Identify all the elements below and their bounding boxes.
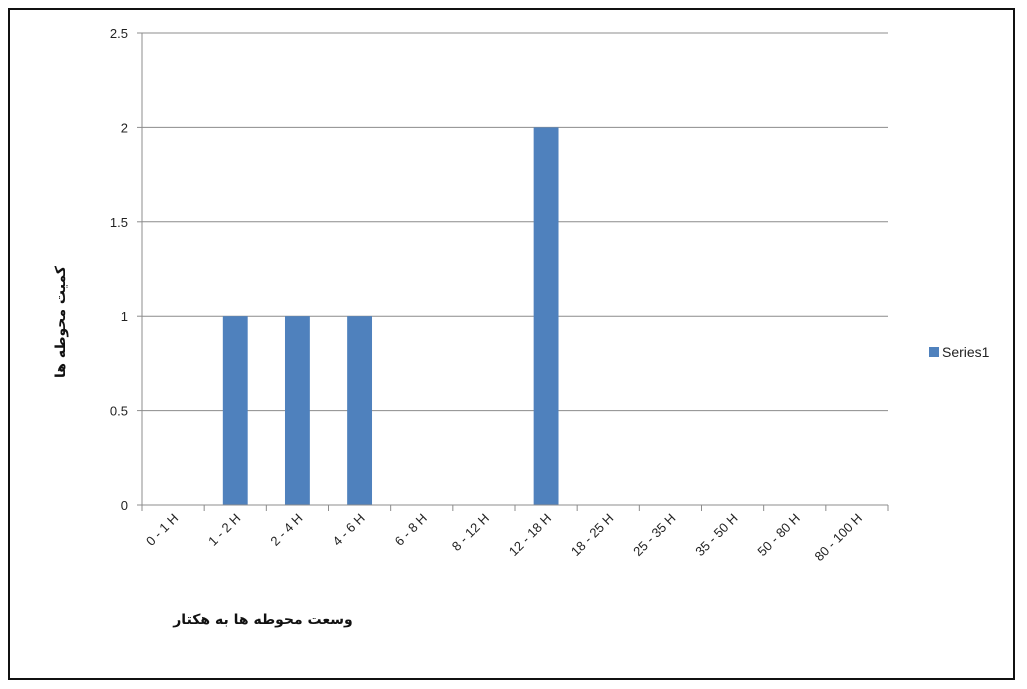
chart-frame <box>8 8 1015 680</box>
y-tick-label: 0.5 <box>110 404 128 419</box>
y-tick-labels: 0 0.5 1 1.5 2 2.5 <box>110 26 128 513</box>
y-tick-label: 1 <box>121 309 128 324</box>
x-tick-label: 8 - 12 H <box>449 511 492 554</box>
x-tick-label: 35 - 50 H <box>692 511 740 559</box>
y-axis-title: کمیت محوطه ها <box>53 265 69 378</box>
x-tick-label: 80 - 100 H <box>812 511 866 565</box>
bar <box>284 316 310 505</box>
bar <box>347 316 373 505</box>
legend: Series1 <box>929 344 990 360</box>
x-tick-label: 50 - 80 H <box>754 511 802 559</box>
x-tick-label: 4 - 6 H <box>330 511 368 549</box>
x-tick-label: 18 - 25 H <box>568 511 616 559</box>
x-tick-label: 6 - 8 H <box>392 511 430 549</box>
x-tick-label: 1 - 2 H <box>205 511 243 549</box>
x-tick-labels: 0 - 1 H 1 - 2 H 2 - 4 H 4 - 6 H 6 - 8 H 8 - 1… <box>143 511 865 565</box>
y-tick-label: 0 <box>121 498 128 513</box>
bar <box>533 127 559 506</box>
x-axis-title: وسعت محوطه ها به هکتار <box>172 612 353 628</box>
x-tick-label: 25 - 35 H <box>630 511 678 559</box>
y-tick-label: 2 <box>121 120 128 135</box>
y-tick-label: 2.5 <box>110 26 128 41</box>
bar-series <box>222 127 559 506</box>
x-tick-label: 2 - 4 H <box>267 511 305 549</box>
legend-label: Series1 <box>942 344 990 360</box>
y-tick-label: 1.5 <box>110 215 128 230</box>
gridlines <box>137 32 888 506</box>
x-tick-label: 12 - 18 H <box>506 511 554 559</box>
bar <box>222 316 248 505</box>
x-tick-label: 0 - 1 H <box>143 511 181 549</box>
legend-swatch <box>929 347 939 357</box>
axes <box>141 33 889 511</box>
